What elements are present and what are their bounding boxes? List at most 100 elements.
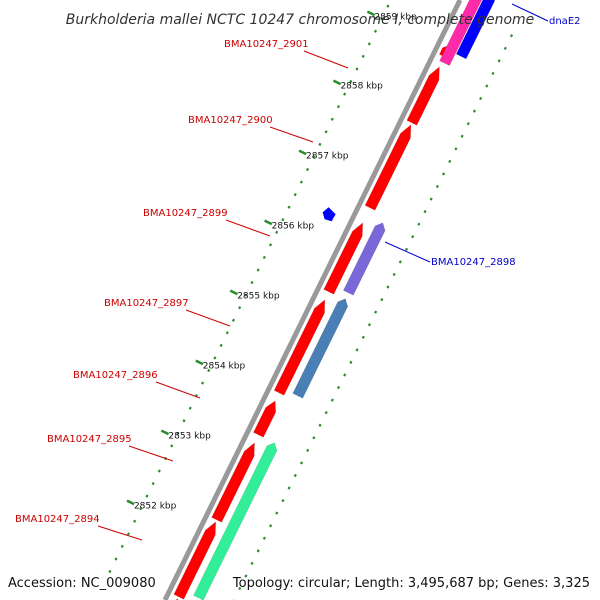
- tick-label: 2854 kbp: [203, 362, 246, 372]
- label-leader-line: [303, 50, 349, 69]
- feature-magenta[interactable]: [439, 0, 484, 67]
- feature-steelblue[interactable]: [292, 298, 349, 399]
- feature-red-4[interactable]: [273, 299, 326, 396]
- guide-dot: [201, 381, 205, 385]
- guide-dot: [355, 67, 359, 71]
- feature-red-7[interactable]: [173, 521, 217, 600]
- label-leader-line: [128, 445, 174, 462]
- label-leader-line: [225, 219, 271, 237]
- guide-dot: [170, 444, 174, 448]
- guide-dot: [225, 331, 229, 335]
- guide-dot: [361, 54, 365, 59]
- guide-dot: [281, 498, 285, 503]
- gene-label-dnae2[interactable]: dnaE2: [549, 16, 581, 27]
- guide-dot: [262, 536, 266, 540]
- tick-mark: [126, 499, 135, 506]
- gene-label-bma10247_2899[interactable]: BMA10247_2899: [143, 208, 228, 219]
- guide-dot: [429, 197, 433, 201]
- guide-dot: [269, 524, 273, 528]
- guide-dot: [207, 368, 211, 373]
- guide-dot: [367, 42, 371, 46]
- guide-dot: [293, 193, 297, 197]
- tick-mark: [264, 219, 273, 226]
- guide-dot: [337, 385, 341, 390]
- gene-label-bma10247_2901[interactable]: BMA10247_2901: [224, 39, 309, 50]
- guide-dot: [509, 34, 514, 38]
- gene-label-bma10247_2897[interactable]: BMA10247_2897: [104, 298, 189, 309]
- map-title: Burkholderia mallei NCTC 10247 chromosom…: [66, 12, 535, 28]
- label-leader-line: [97, 525, 143, 541]
- guide-dot: [287, 486, 291, 490]
- guide-dot: [361, 335, 365, 339]
- feature-red-6[interactable]: [211, 442, 255, 523]
- feature-red-1[interactable]: [406, 66, 440, 126]
- guide-dot: [417, 222, 421, 226]
- gene-label-bma10247_2895[interactable]: BMA10247_2895: [47, 434, 132, 445]
- label-leader-line: [155, 381, 201, 399]
- tick-mark: [332, 79, 342, 86]
- gene-label-bma10247_2894[interactable]: BMA10247_2894: [15, 514, 100, 525]
- guide-dot: [466, 122, 470, 126]
- guide-dot: [330, 398, 334, 402]
- gene-label-bma10247_2898[interactable]: BMA10247_2898: [431, 257, 516, 268]
- guide-dot: [238, 586, 242, 591]
- guide-dot: [318, 423, 322, 427]
- tick-mark: [298, 149, 307, 156]
- guide-dot: [318, 142, 322, 146]
- tick-mark: [160, 429, 170, 436]
- tick-label: 2859 kbp: [374, 13, 417, 23]
- guide-dot: [404, 247, 409, 251]
- guide-dot: [250, 561, 254, 566]
- guide-dot: [244, 574, 248, 578]
- tick-label: 2858 kbp: [340, 82, 383, 92]
- guide-dot: [139, 507, 143, 511]
- guide-dot: [442, 172, 446, 176]
- feature-red-2[interactable]: [364, 124, 412, 211]
- gene-features: [173, 0, 495, 600]
- guide-dot: [349, 360, 353, 365]
- guide-dot: [349, 79, 353, 84]
- label-leader-line: [269, 126, 314, 143]
- guide-dot: [213, 356, 217, 360]
- label-leader-line: [511, 3, 549, 22]
- guide-dot: [411, 235, 415, 239]
- guide-dot: [324, 130, 328, 134]
- guide-dot: [497, 59, 501, 63]
- guide-dot: [312, 155, 316, 159]
- guide-dot: [306, 167, 310, 172]
- guide-dot: [268, 243, 273, 247]
- guide-dot: [151, 481, 155, 486]
- feature-blue-top[interactable]: [455, 0, 495, 60]
- guide-dot: [176, 431, 180, 435]
- guide-dot: [435, 184, 439, 189]
- dotted-guide-tracks: [108, 4, 514, 600]
- guide-dot: [281, 218, 285, 222]
- guide-dot: [386, 285, 390, 289]
- feature-seagreen[interactable]: [193, 442, 278, 600]
- feature-red-5[interactable]: [253, 400, 277, 438]
- tick-label: 2852 kbp: [134, 502, 177, 512]
- feature-blue-small[interactable]: [322, 207, 336, 222]
- feature-red-3[interactable]: [323, 222, 364, 295]
- guide-dot: [182, 419, 186, 423]
- guide-dot: [380, 17, 384, 21]
- tick-label: 2857 kbp: [306, 152, 349, 162]
- tick-mark: [195, 359, 204, 366]
- position-ticks: 2852 kbp 2853 kbp 2854 kbp 2855 kbp 2856 kbp…: [126, 10, 417, 512]
- guide-dot: [479, 96, 483, 101]
- guide-dot: [145, 494, 149, 498]
- guide-dot: [343, 92, 347, 96]
- guide-dot: [324, 411, 328, 415]
- gene-label-bma10247_2900[interactable]: BMA10247_2900: [188, 115, 273, 126]
- guide-dot: [299, 461, 304, 465]
- guide-dot: [423, 210, 427, 214]
- guide-dot: [256, 549, 260, 553]
- gene-label-bma10247_2896[interactable]: BMA10247_2896: [73, 370, 158, 381]
- guide-dot: [157, 469, 161, 473]
- guide-dot: [256, 268, 260, 272]
- guide-dot: [491, 71, 495, 76]
- feature-purple[interactable]: [342, 222, 386, 296]
- guide-dot: [188, 406, 192, 410]
- tick-mark: [366, 10, 376, 17]
